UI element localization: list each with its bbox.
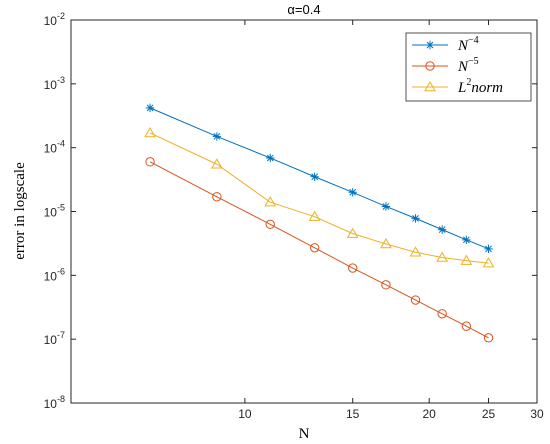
series-layer	[144, 103, 495, 343]
data-point	[264, 196, 277, 207]
y-axis-ticks: 10-8 10-7 10-6 10-5 10-4 10-3 10-2	[44, 11, 537, 411]
data-point	[482, 257, 495, 268]
data-point	[410, 295, 421, 305]
y-tick-label: 10-8	[44, 394, 65, 411]
y-tick-label: 10-3	[44, 75, 65, 92]
legend-label: L2norm	[457, 77, 503, 96]
x-tick-label: 30	[530, 407, 544, 421]
data-point	[145, 103, 155, 113]
data-point	[144, 126, 156, 138]
data-point	[308, 210, 321, 221]
data-point	[437, 225, 447, 234]
y-tick-label: 10-6	[44, 266, 65, 283]
data-point	[483, 333, 494, 343]
data-point	[381, 202, 391, 211]
series-3	[144, 126, 495, 268]
series-line	[149, 132, 489, 264]
legend-marker	[425, 61, 435, 71]
series-1	[145, 103, 493, 254]
y-tick-label: 10-5	[44, 203, 65, 220]
data-point	[347, 263, 358, 273]
y-tick-label: 10-4	[44, 139, 65, 156]
data-point	[348, 188, 357, 197]
legend-label: N−5	[457, 56, 479, 75]
data-point	[265, 219, 275, 230]
data-point	[145, 157, 155, 167]
chart-title: α=0.4	[287, 2, 320, 17]
y-tick-label: 10-7	[44, 330, 65, 347]
data-point	[411, 214, 420, 223]
data-point	[460, 254, 473, 265]
x-tick-label: 15	[346, 407, 360, 421]
x-axis-ticks: 10 15 20 25 30	[238, 20, 544, 421]
legend-box	[405, 32, 532, 102]
x-tick-label: 20	[423, 407, 437, 421]
legend-label: N−4	[457, 35, 479, 54]
x-axis-label: N	[299, 426, 310, 442]
legend-marker	[424, 80, 436, 92]
y-tick-label: 10-2	[44, 11, 65, 28]
series-line	[149, 107, 489, 250]
data-point	[437, 309, 447, 319]
series-line	[149, 161, 489, 339]
data-point	[381, 280, 391, 290]
data-point	[380, 237, 392, 249]
series-2	[145, 157, 494, 343]
data-point	[409, 246, 422, 257]
legend: N−4 N−5 L2norm	[405, 32, 532, 102]
data-point	[484, 244, 493, 254]
data-point	[211, 158, 223, 169]
data-point	[212, 132, 222, 141]
legend-item: L2norm	[412, 77, 503, 96]
data-point	[346, 227, 359, 238]
y-axis-label: error in logscale	[12, 162, 28, 260]
data-point	[462, 235, 471, 245]
legend-item: N−4	[412, 35, 479, 54]
data-point	[309, 243, 320, 253]
legend-item: N−5	[412, 56, 479, 75]
x-tick-label: 25	[482, 407, 496, 421]
x-tick-label: 10	[238, 407, 252, 421]
data-point	[436, 251, 449, 262]
data-point	[461, 321, 472, 331]
data-point	[310, 172, 319, 181]
data-point	[266, 153, 275, 163]
data-point	[212, 192, 222, 202]
legend-marker	[425, 40, 435, 50]
